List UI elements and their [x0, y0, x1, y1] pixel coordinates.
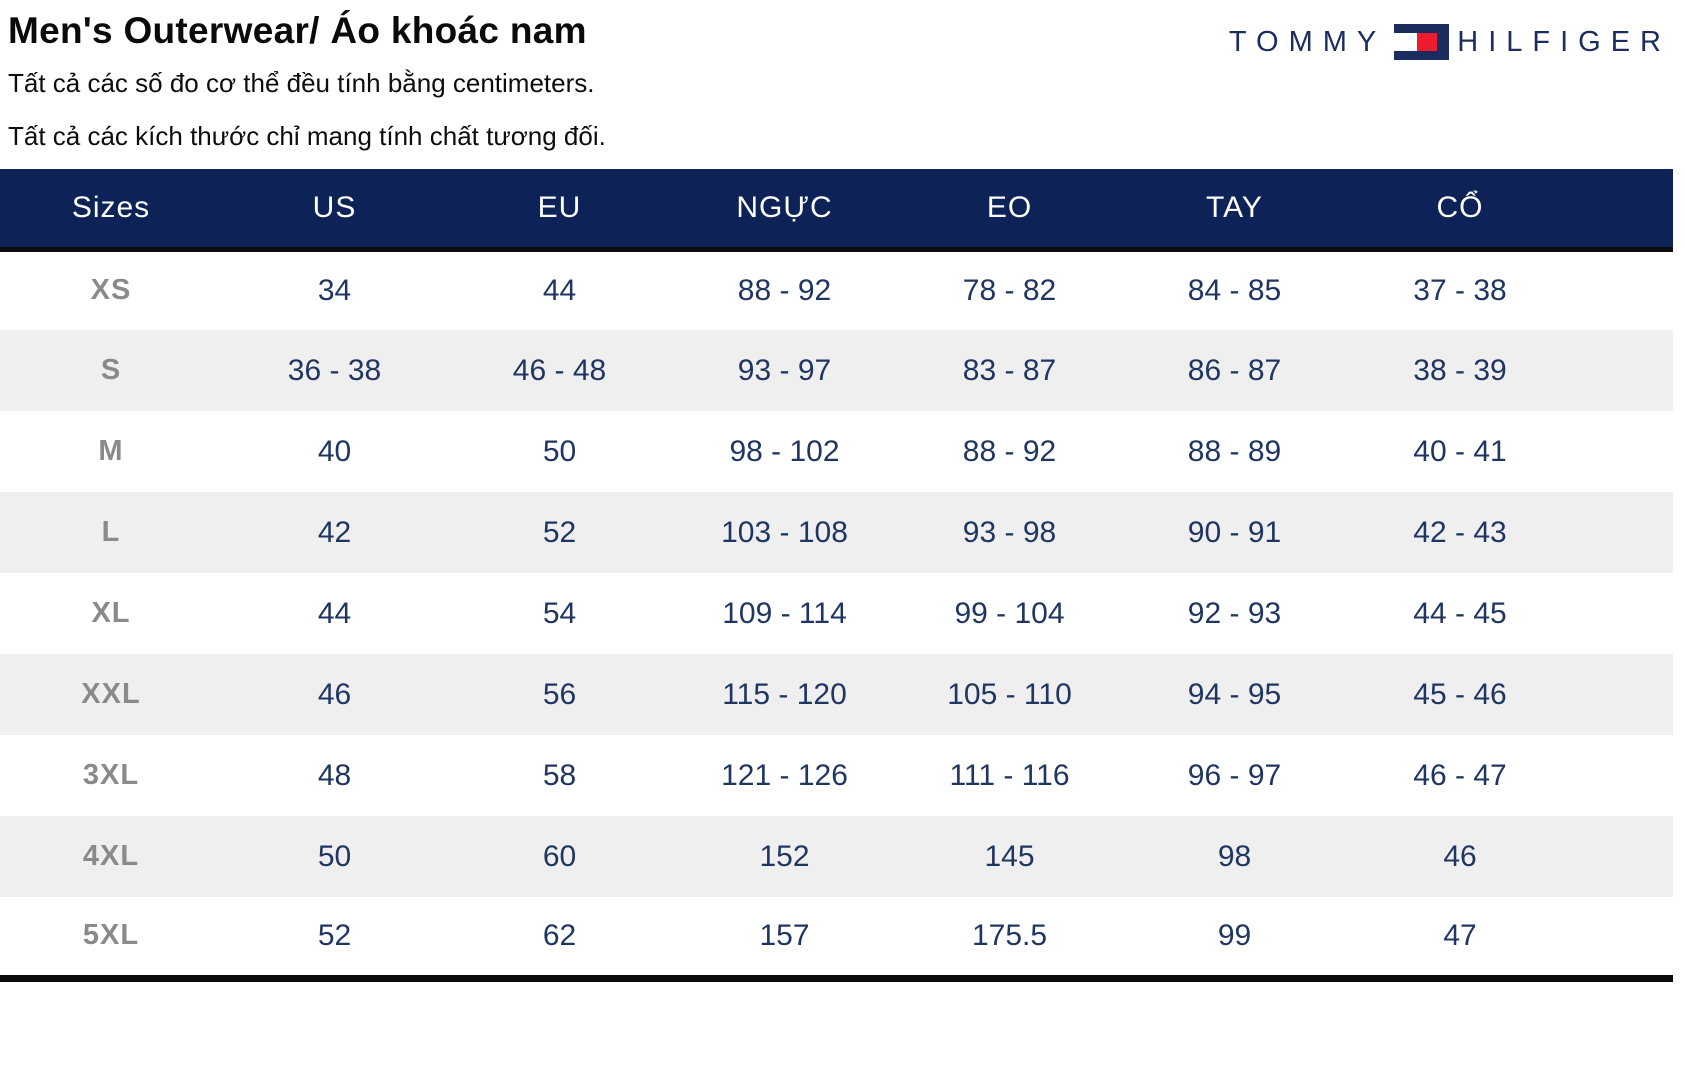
cell-eu: 62	[447, 897, 672, 982]
table-row-xxl: XXL 46 56 115 - 120 105 - 110 94 - 95 45…	[0, 654, 1673, 735]
table-row-l: L 42 52 103 - 108 93 - 98 90 - 91 42 - 4…	[0, 492, 1673, 573]
cell-chest: 152	[759, 839, 810, 873]
cell-neck: 44 - 45	[1413, 596, 1507, 630]
cell-sleeve: 90 - 91	[1187, 515, 1282, 549]
cell-sleeve: 86 - 87	[1187, 353, 1282, 387]
cell-neck: 37 - 38	[1413, 273, 1507, 307]
tommy-hilfiger-flag-icon	[1394, 24, 1450, 60]
cell-us: 40	[317, 434, 352, 468]
cell-sleeve: 84 - 85	[1187, 273, 1282, 307]
cell-sleeve: 88 - 89	[1187, 434, 1282, 468]
page-title: Men's Outerwear/ Áo khoác nam	[8, 10, 587, 51]
column-header-eu: EU	[447, 169, 672, 252]
cell-eu: 46 - 48	[512, 353, 607, 387]
cell-neck: 46	[1443, 839, 1477, 873]
cell-waist: 88 - 92	[962, 434, 1057, 468]
cell-neck: 42 - 43	[1413, 515, 1507, 549]
cell-chest: 88 - 92	[737, 273, 832, 307]
size-label: L	[101, 516, 121, 548]
cell-waist: 175.5	[897, 897, 1122, 982]
cell-us: 36 - 38	[287, 353, 382, 387]
cell-us: 42	[317, 515, 352, 549]
cell-eu: 58	[542, 758, 577, 792]
table-row-m: M 40 50 98 - 102 88 - 92 88 - 89 40 - 41	[0, 411, 1673, 492]
cell-eu: 44	[542, 273, 577, 307]
cell-us: 34	[317, 273, 352, 307]
cell-neck: 47	[1347, 897, 1673, 982]
cell-neck: 46 - 47	[1413, 758, 1507, 792]
size-chart-table: Sizes US EU NGỰC EO TAY CỔ XS 34 44 88 -…	[0, 169, 1673, 982]
cell-eu: 52	[542, 515, 577, 549]
cell-chest: 98 - 102	[729, 434, 840, 468]
cell-eu: 50	[542, 434, 577, 468]
page-header: Men's Outerwear/ Áo khoác nam Tất cả các…	[0, 0, 1685, 169]
cell-sleeve: 92 - 93	[1187, 596, 1282, 630]
cell-sleeve: 96 - 97	[1187, 758, 1282, 792]
size-label: S	[100, 354, 122, 386]
column-header-sizes: Sizes	[0, 169, 222, 252]
cell-sleeve: 99	[1122, 897, 1347, 982]
cell-sleeve: 98	[1217, 839, 1252, 873]
size-label: XXL	[81, 678, 141, 710]
subtitle-relative-note: Tất cả các kích thước chỉ mang tính chất…	[8, 121, 606, 151]
tommy-hilfiger-logo: TOMMY HILFIGER	[1229, 24, 1671, 60]
table-row-s: S 36 - 38 46 - 48 93 - 97 83 - 87 86 - 8…	[0, 330, 1673, 411]
cell-us: 44	[317, 596, 352, 630]
table-row-xl: XL 44 54 109 - 114 99 - 104 92 - 93 44 -…	[0, 573, 1673, 654]
cell-chest: 115 - 120	[722, 677, 847, 711]
table-row-5xl: 5XL 52 62 157 175.5 99 47	[0, 897, 1673, 982]
logo-word-hilfiger: HILFIGER	[1457, 25, 1671, 58]
cell-us: 52	[222, 897, 447, 982]
size-label: M	[98, 435, 124, 467]
column-header-us: US	[222, 169, 447, 252]
header-row: Sizes US EU NGỰC EO TAY CỔ	[0, 169, 1673, 252]
size-label: 4XL	[82, 840, 140, 872]
subtitle-measurement-note: Tất cả các số đo cơ thể đều tính bằng ce…	[8, 68, 595, 98]
cell-us: 50	[317, 839, 352, 873]
size-chart-header: Sizes US EU NGỰC EO TAY CỔ	[0, 169, 1673, 252]
cell-waist: 111 - 116	[949, 758, 1070, 792]
cell-chest: 93 - 97	[737, 353, 832, 387]
table-row-xs: XS 34 44 88 - 92 78 - 82 84 - 85 37 - 38	[0, 249, 1673, 330]
table-row-4xl: 4XL 50 60 152 145 98 46	[0, 816, 1673, 897]
size-label: XL	[91, 597, 131, 629]
cell-neck: 40 - 41	[1413, 434, 1507, 468]
cell-us: 46	[317, 677, 352, 711]
cell-chest: 157	[672, 897, 897, 982]
cell-waist: 78 - 82	[962, 273, 1057, 307]
table-row-3xl: 3XL 48 58 121 - 126 111 - 116 96 - 97 46…	[0, 735, 1673, 816]
size-label: 3XL	[82, 759, 140, 791]
cell-eu: 54	[542, 596, 577, 630]
column-header-chest: NGỰC	[672, 169, 897, 252]
cell-eu: 60	[542, 839, 577, 873]
column-header-waist: EO	[897, 169, 1122, 252]
size-label: 5XL	[0, 897, 222, 982]
size-label: XS	[90, 274, 132, 307]
cell-eu: 56	[542, 677, 577, 711]
cell-neck: 38 - 39	[1413, 353, 1507, 387]
cell-chest: 121 - 126	[721, 758, 848, 792]
size-chart-body: XS 34 44 88 - 92 78 - 82 84 - 85 37 - 38…	[0, 249, 1673, 982]
cell-chest: 109 - 114	[722, 596, 847, 630]
cell-chest: 103 - 108	[721, 515, 848, 549]
cell-neck: 45 - 46	[1413, 677, 1507, 711]
logo-word-tommy: TOMMY	[1228, 25, 1387, 58]
cell-waist: 145	[984, 839, 1035, 873]
cell-waist: 93 - 98	[962, 515, 1057, 549]
cell-waist: 105 - 110	[947, 677, 1072, 711]
cell-us: 48	[317, 758, 352, 792]
cell-waist: 99 - 104	[954, 596, 1065, 630]
column-header-sleeve: TAY	[1122, 169, 1347, 252]
column-header-neck: CỔ	[1347, 169, 1673, 252]
cell-sleeve: 94 - 95	[1187, 677, 1282, 711]
cell-waist: 83 - 87	[962, 353, 1057, 387]
